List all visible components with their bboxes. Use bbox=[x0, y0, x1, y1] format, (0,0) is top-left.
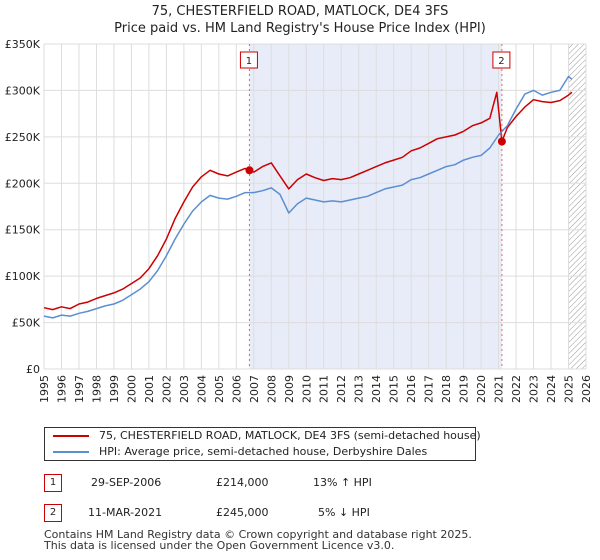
y-tick-label: £50K bbox=[12, 317, 41, 330]
x-tick-label: 2017 bbox=[423, 375, 436, 403]
x-tick-label: 2022 bbox=[510, 375, 523, 403]
x-tick-label: 2016 bbox=[405, 375, 418, 403]
x-tick-label: 2002 bbox=[160, 375, 173, 403]
x-tick-label: 1998 bbox=[90, 375, 103, 403]
transaction-row: 2 11-MAR-2021 £245,000 5% ↓ HPI bbox=[0, 504, 600, 524]
legend-swatch-property bbox=[53, 435, 89, 437]
x-tick-label: 2006 bbox=[230, 375, 243, 403]
sale-marker-label: 2 bbox=[498, 56, 504, 67]
price-chart: 1 2 £0 £50K £100K £150K £200K £250K £300K £350K 1… bbox=[5, 38, 593, 403]
chart-subtitle: Price paid vs. HM Land Registry's House … bbox=[114, 21, 486, 36]
x-tick-label: 2020 bbox=[475, 375, 488, 403]
future-hatch bbox=[568, 44, 586, 369]
y-tick-label: £100K bbox=[5, 270, 41, 283]
sale-point bbox=[245, 166, 254, 175]
sale-marker-label: 1 bbox=[246, 56, 252, 67]
transaction-hpi: 5% ↓ HPI bbox=[318, 506, 370, 519]
x-tick-label: 2021 bbox=[493, 375, 506, 403]
chart-title: 75, CHESTERFIELD ROAD, MATLOCK, DE4 3FS bbox=[151, 4, 449, 19]
ownership-shade bbox=[249, 44, 502, 369]
transaction-badge: 2 bbox=[44, 504, 62, 522]
x-tick-label: 2018 bbox=[440, 375, 453, 403]
transaction-date: 29-SEP-2006 bbox=[91, 476, 162, 489]
x-tick-label: 2026 bbox=[580, 375, 593, 403]
x-tick-label: 2014 bbox=[370, 375, 383, 403]
x-tick-label: 1995 bbox=[38, 375, 51, 403]
legend-label-property: 75, CHESTERFIELD ROAD, MATLOCK, DE4 3FS … bbox=[99, 429, 481, 442]
y-tick-label: £200K bbox=[5, 177, 41, 190]
transaction-price: £245,000 bbox=[216, 506, 269, 519]
x-tick-label: 2005 bbox=[213, 375, 226, 403]
transaction-row: 1 29-SEP-2006 £214,000 13% ↑ HPI bbox=[0, 474, 600, 494]
x-tick-label: 1996 bbox=[55, 375, 68, 403]
footer-line-1: Contains HM Land Registry data © Crown c… bbox=[44, 528, 472, 541]
y-tick-label: £350K bbox=[5, 38, 41, 51]
legend-label-hpi: HPI: Average price, semi-detached house,… bbox=[99, 445, 428, 458]
x-tick-label: 2000 bbox=[125, 375, 138, 403]
x-tick-label: 2009 bbox=[283, 375, 296, 403]
sale-marker-box bbox=[492, 51, 511, 69]
hpi-line bbox=[43, 75, 573, 319]
x-tick-label: 2025 bbox=[563, 375, 576, 403]
x-tick-label: 2007 bbox=[248, 375, 261, 403]
x-tick-label: 2008 bbox=[265, 375, 278, 403]
x-tick-label: 2013 bbox=[353, 375, 366, 403]
sale-marker-box bbox=[239, 51, 258, 69]
legend-entry-hpi: HPI: Average price, semi-detached house,… bbox=[45, 444, 475, 460]
x-tick-label: 2011 bbox=[318, 375, 331, 403]
x-tick-label: 2003 bbox=[178, 375, 191, 403]
footer-line-2: This data is licensed under the Open Gov… bbox=[44, 539, 395, 552]
footer: Contains HM Land Registry data © Crown c… bbox=[44, 529, 472, 551]
x-tick-label: 2010 bbox=[300, 375, 313, 403]
x-tick-label: 2015 bbox=[388, 375, 401, 403]
y-tick-label: £250K bbox=[5, 131, 41, 144]
sale-point bbox=[497, 137, 506, 146]
transaction-hpi: 13% ↑ HPI bbox=[313, 476, 372, 489]
property-price-line bbox=[43, 91, 573, 311]
x-tick-label: 1999 bbox=[108, 375, 121, 403]
x-tick-label: 2012 bbox=[335, 375, 348, 403]
transaction-date: 11-MAR-2021 bbox=[88, 506, 163, 519]
x-tick-label: 1997 bbox=[73, 375, 86, 403]
y-tick-label: £150K bbox=[5, 224, 41, 237]
y-tick-label: £0 bbox=[26, 363, 40, 376]
legend-entry-property: 75, CHESTERFIELD ROAD, MATLOCK, DE4 3FS … bbox=[45, 428, 481, 444]
legend-swatch-hpi bbox=[53, 451, 89, 453]
x-tick-label: 2001 bbox=[143, 375, 156, 403]
x-tick-label: 2023 bbox=[528, 375, 541, 403]
x-tick-label: 2004 bbox=[195, 375, 208, 403]
chart-legend: 75, CHESTERFIELD ROAD, MATLOCK, DE4 3FS … bbox=[44, 427, 481, 461]
y-tick-label: £300K bbox=[5, 84, 41, 97]
transaction-badge: 1 bbox=[44, 474, 62, 492]
x-tick-label: 2024 bbox=[545, 375, 558, 403]
transaction-price: £214,000 bbox=[216, 476, 269, 489]
x-tick-label: 2019 bbox=[458, 375, 471, 403]
